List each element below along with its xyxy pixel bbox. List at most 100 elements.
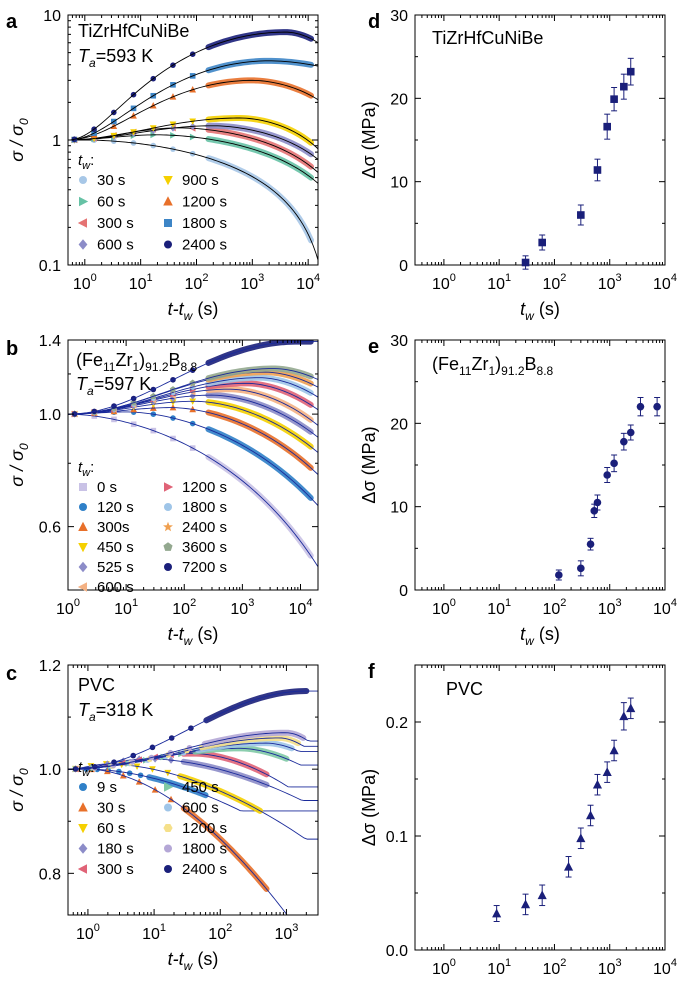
- x-tick-base: 10: [185, 276, 203, 293]
- legend-marker: [79, 483, 87, 491]
- x-tick-base: 10: [230, 601, 248, 618]
- legend-marker: [164, 482, 174, 492]
- title-part: Zr: [115, 350, 132, 370]
- x-label-sub: w: [525, 634, 535, 648]
- title-part: ): [495, 354, 501, 374]
- legend-marker: [77, 218, 87, 228]
- x-tick-exponent: 0: [450, 272, 456, 284]
- x-tick-label: 104: [289, 597, 313, 618]
- data-point: [620, 437, 628, 446]
- legend-title: tw:: [78, 459, 94, 479]
- legend-label: 2400 s: [182, 519, 227, 536]
- x-tick-exponent: 1: [146, 272, 152, 284]
- data-point: [492, 908, 502, 918]
- x-tick-exponent: 3: [258, 272, 264, 284]
- legend-marker: [77, 864, 87, 874]
- x-tick-exponent: 0: [94, 922, 100, 934]
- anneal-value: =593 K: [96, 46, 154, 66]
- y-tick-label: 0.6: [39, 520, 61, 537]
- anneal-temperature: Ta=318 K: [78, 700, 153, 724]
- data-series: [521, 57, 635, 270]
- fit-line: [68, 400, 318, 454]
- legend-marker: [78, 543, 88, 553]
- data-point: [620, 82, 628, 91]
- x-axis-label: t-tw (s): [168, 299, 219, 323]
- legend-label: 600 s: [182, 800, 219, 817]
- x-tick-base: 10: [240, 276, 258, 293]
- x-tick-exponent: 2: [190, 597, 196, 609]
- x-label-unit: (s): [192, 949, 218, 969]
- x-tick-label: 104: [653, 272, 677, 293]
- y-tick-label: 10: [390, 175, 408, 192]
- fit-line: [68, 125, 318, 160]
- data-point: [586, 540, 595, 548]
- legend-marker: [78, 802, 88, 812]
- x-tick-label: 102: [172, 597, 196, 618]
- panel-a-plot: [68, 29, 318, 262]
- x-tick-label: 101: [487, 272, 511, 293]
- data-series: [492, 697, 636, 922]
- legend-label: 2400 s: [182, 237, 227, 254]
- x-tick-label: 104: [653, 957, 677, 978]
- x-tick-label: 100: [73, 272, 97, 293]
- x-label-main: t-t: [168, 949, 185, 969]
- legend: tw:0 s 120 s 300s 450 s 525 s 600 s 1200 s 1800…: [77, 459, 227, 596]
- anneal-value: =318 K: [96, 700, 154, 720]
- x-tick-base: 10: [487, 276, 505, 293]
- legend-label: 1800 s: [182, 499, 227, 516]
- x-label-sub: w: [525, 309, 535, 323]
- legend-label: 30 s: [97, 800, 125, 817]
- y-tick-label: 10: [390, 500, 408, 517]
- data-point: [538, 238, 546, 247]
- legend-marker: [78, 239, 88, 250]
- anneal-value: =597 K: [94, 374, 152, 394]
- data-point: [555, 571, 563, 579]
- legend-label: 1200 s: [182, 479, 227, 496]
- data-point: [636, 402, 645, 411]
- x-label-main: t-t: [168, 624, 185, 644]
- x-tick-label: 101: [487, 597, 511, 618]
- x-label-main: t: [520, 624, 526, 644]
- panel-letter-c: c: [6, 663, 17, 685]
- y-tick-label: 20: [390, 416, 408, 433]
- legend-label: 60 s: [97, 820, 125, 837]
- x-tick-exponent: 1: [160, 922, 166, 934]
- x-label-unit: (s): [192, 624, 218, 644]
- legend-label: 450 s: [97, 539, 134, 556]
- x-tick-base: 10: [129, 276, 147, 293]
- panel-title: PVC: [446, 679, 483, 699]
- y-tick-label: 10: [43, 8, 61, 25]
- x-tick-label: 103: [230, 597, 254, 618]
- x-tick-base: 10: [487, 601, 505, 618]
- x-tick-label: 102: [542, 957, 566, 978]
- panel-b-plot: [68, 340, 318, 568]
- legend-marker: [163, 824, 173, 832]
- anneal-symbol: T: [78, 46, 91, 66]
- title-subscript: 1: [132, 360, 139, 374]
- legend: tw:9 s 30 s 60 s 180 s 300 s 450 s 600 s 1200 s…: [77, 759, 227, 878]
- x-tick-label: 100: [76, 922, 100, 943]
- legend-marker: [79, 176, 87, 184]
- x-tick-base: 10: [432, 276, 450, 293]
- y-label-main: σ / σ: [7, 774, 27, 812]
- legend-marker: [164, 563, 172, 571]
- y-tick-label: 0.8: [39, 866, 61, 883]
- x-label-sub: w: [184, 634, 194, 648]
- panel-title: (Fe11Zr1)91.2B8.8: [432, 354, 554, 378]
- data-point: [609, 745, 619, 755]
- y-tick-label: 0.2: [386, 715, 408, 732]
- y-tick-label: 30: [390, 333, 408, 350]
- fit-line: [68, 117, 318, 150]
- legend-label: 1800 s: [182, 215, 227, 232]
- legend-title-sub: w: [82, 467, 91, 479]
- legend-marker: [164, 503, 172, 511]
- y-label-sub: 0: [17, 118, 31, 125]
- x-tick-exponent: 4: [314, 272, 320, 284]
- title-subscript: 1: [488, 364, 495, 378]
- legend-label: 450 s: [182, 779, 219, 796]
- panel-title: (Fe11Zr1)91.2B8.8: [76, 350, 198, 374]
- legend: tw:30 s 60 s 300 s 600 s 900 s 1200 s 1800 s 24…: [77, 152, 227, 254]
- y-tick-label: 30: [390, 8, 408, 25]
- x-tick-base: 10: [653, 601, 671, 618]
